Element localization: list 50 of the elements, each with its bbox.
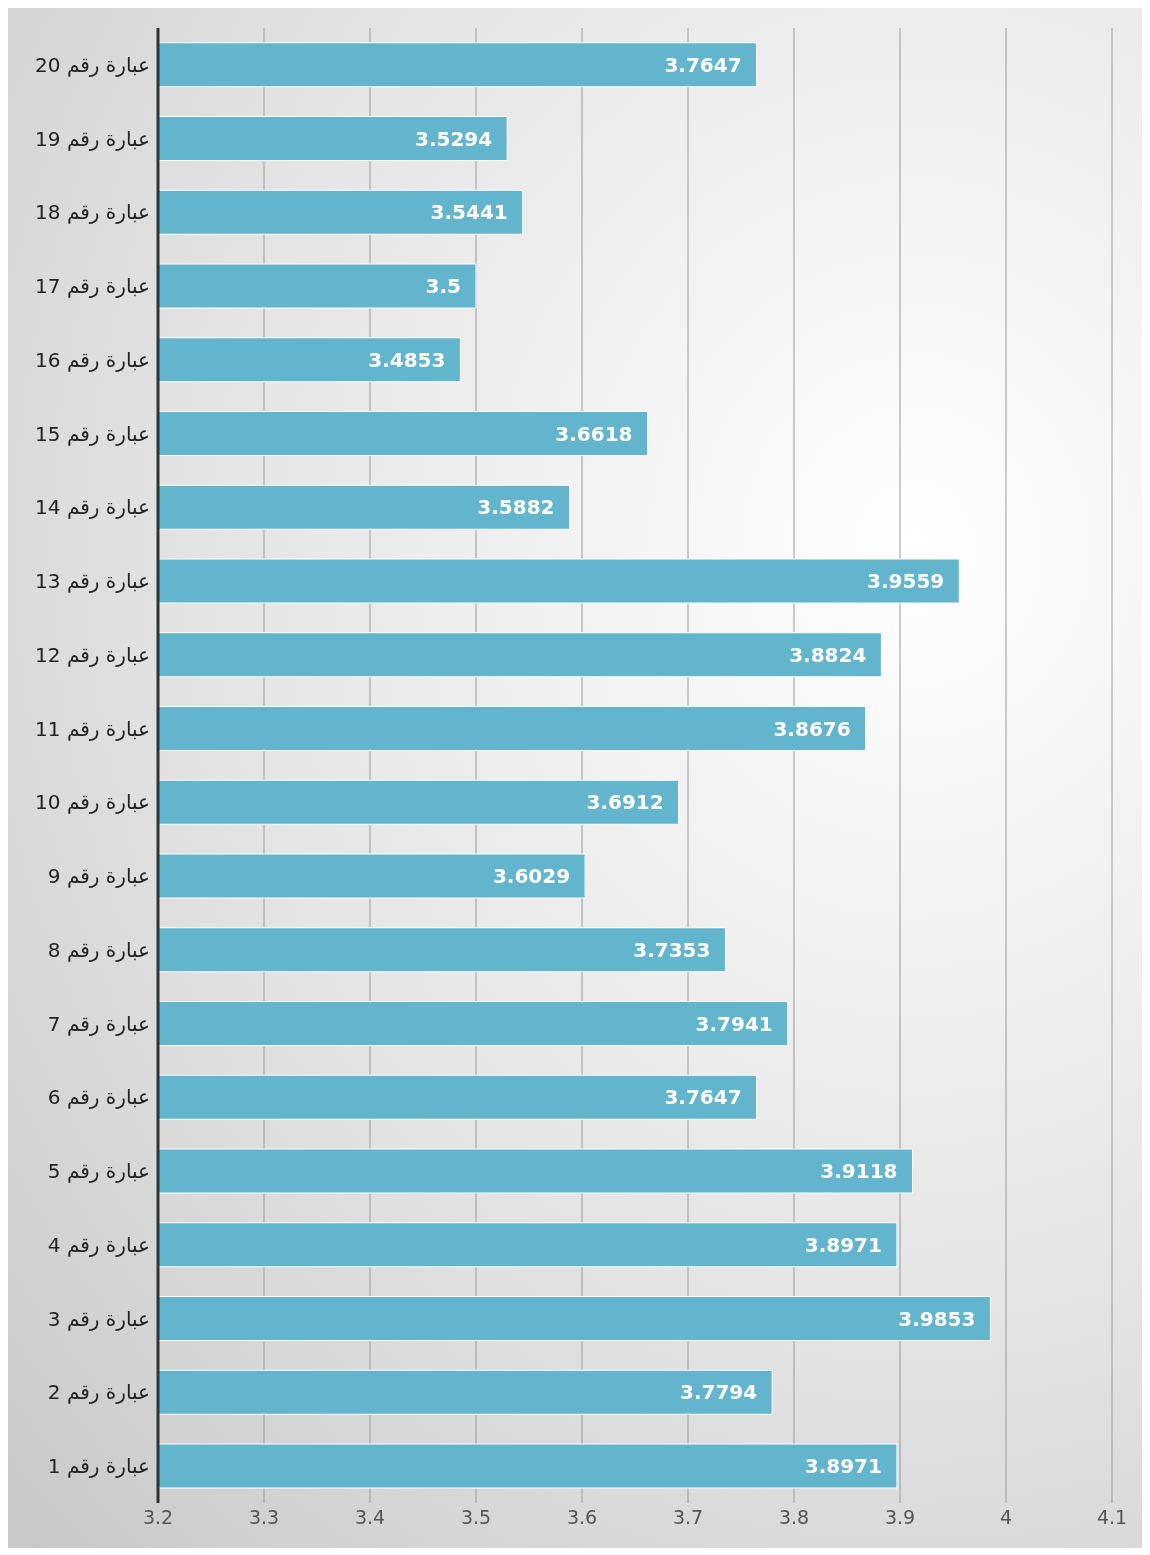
y-tick-label: عبارة رقم 10	[35, 790, 150, 815]
x-tick-label: 3.8	[778, 1506, 810, 1529]
x-tick-label: 3.3	[248, 1506, 280, 1529]
x-tick-label: 3.7	[672, 1506, 704, 1529]
x-tick-label: 4.1	[1096, 1506, 1128, 1529]
y-tick-label: عبارة رقم 4	[47, 1232, 150, 1257]
data-label: 3.4853	[368, 347, 446, 372]
y-tick-label: عبارة رقم 1	[47, 1454, 150, 1479]
data-label: 3.6029	[492, 864, 571, 889]
x-tick-label: 3.9	[884, 1506, 916, 1529]
data-label: 3.6912	[586, 790, 664, 815]
y-tick-label: عبارة رقم 14	[35, 495, 150, 520]
data-label: 3.9118	[820, 1159, 898, 1184]
x-tick-label: 3.5	[460, 1506, 492, 1529]
y-tick-label: عبارة رقم 7	[47, 1011, 150, 1036]
data-label: 3.8676	[773, 716, 851, 741]
data-label: 3.8971	[804, 1454, 882, 1479]
y-tick-label: عبارة رقم 18	[35, 200, 150, 225]
y-tick-label: عبارة رقم 20	[35, 52, 150, 77]
data-label: 3.8971	[804, 1232, 882, 1257]
y-tick-label: عبارة رقم 5	[47, 1159, 150, 1184]
y-tick-label: عبارة رقم 11	[35, 716, 150, 741]
y-tick-label: عبارة رقم 16	[35, 347, 150, 372]
y-tick-label: عبارة رقم 17	[35, 274, 150, 299]
y-tick-label: عبارة رقم 19	[35, 126, 150, 151]
data-label: 3.7794	[679, 1380, 758, 1405]
data-label: 3.5441	[430, 200, 508, 225]
y-tick-label: عبارة رقم 3	[47, 1306, 150, 1331]
y-tick-label: عبارة رقم 15	[35, 421, 150, 446]
x-tick-label: 4	[999, 1506, 1013, 1529]
data-label: 3.7647	[664, 52, 742, 77]
data-label: 3.5294	[414, 126, 493, 151]
x-tick-label: 3.2	[142, 1506, 174, 1529]
data-label: 3.9853	[898, 1306, 976, 1331]
y-tick-label: عبارة رقم 9	[47, 864, 150, 889]
data-label: 3.7647	[664, 1085, 742, 1110]
data-label: 3.7941	[695, 1011, 773, 1036]
data-label: 3.9559	[867, 569, 945, 594]
x-tick-label: 3.4	[354, 1506, 386, 1529]
y-tick-label: عبارة رقم 2	[47, 1380, 150, 1405]
y-tick-label: عبارة رقم 13	[35, 569, 150, 594]
data-label: 3.7353	[633, 937, 711, 962]
data-label: 3.8824	[789, 642, 867, 667]
y-tick-label: عبارة رقم 6	[47, 1085, 150, 1110]
y-tick-label: عبارة رقم 8	[47, 937, 150, 962]
y-tick-label: عبارة رقم 12	[35, 642, 150, 667]
x-tick-label: 3.6	[566, 1506, 598, 1529]
data-label: 3.5	[425, 274, 461, 299]
data-label: 3.5882	[477, 495, 555, 520]
data-label: 3.6618	[555, 421, 633, 446]
